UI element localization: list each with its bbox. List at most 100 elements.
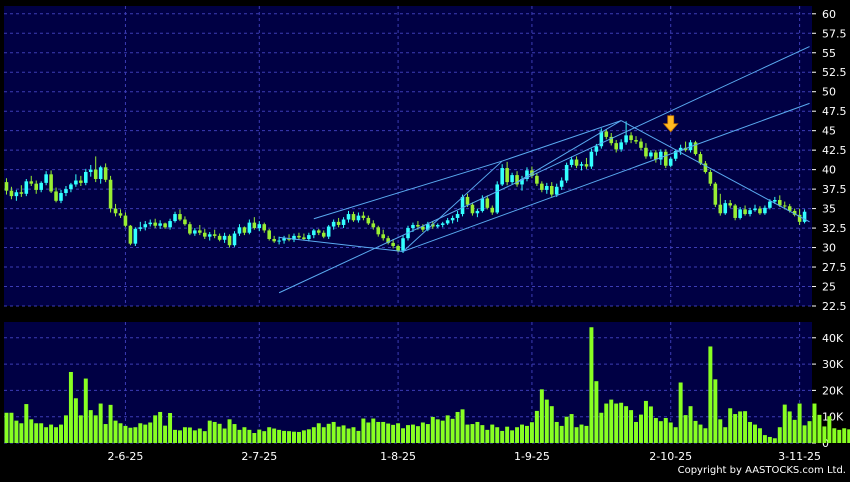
candle-body xyxy=(64,189,68,194)
candle-body xyxy=(768,201,772,208)
price-tick-label: 32.5 xyxy=(822,222,847,235)
price-tick-label: 40 xyxy=(822,164,836,177)
volume-bar xyxy=(638,414,643,443)
volume-bar xyxy=(678,382,683,443)
volume-bar xyxy=(222,428,227,443)
volume-bar xyxy=(396,423,401,443)
volume-bar xyxy=(83,378,88,443)
volume-bar xyxy=(182,427,187,443)
candle-body xyxy=(113,208,118,214)
down-arrow-marker xyxy=(662,115,679,133)
candle-body xyxy=(212,234,217,236)
volume-bar xyxy=(713,379,718,443)
volume-bar xyxy=(495,427,500,443)
volume-bar xyxy=(192,430,197,443)
price-tick-label: 27.5 xyxy=(822,261,847,274)
volume-bar xyxy=(113,420,118,443)
candle-body xyxy=(659,151,663,160)
volume-bar xyxy=(609,399,614,443)
candle-body xyxy=(267,230,271,239)
candle-body xyxy=(619,142,623,150)
volume-bar xyxy=(683,415,688,443)
candle-body xyxy=(629,135,633,141)
volume-bar xyxy=(574,427,579,443)
candle-body xyxy=(93,169,98,179)
candle-body xyxy=(4,182,9,191)
price-tick-label: 35 xyxy=(822,203,836,216)
candle-body xyxy=(366,217,371,224)
volume-bar xyxy=(460,409,465,443)
candle-body xyxy=(148,222,153,225)
volume-tick-label: 30K xyxy=(822,358,844,371)
candle-body xyxy=(470,204,475,214)
candle-body xyxy=(168,221,172,228)
candle-body xyxy=(510,175,514,183)
candle-body xyxy=(24,181,29,194)
volume-bar xyxy=(837,429,842,443)
volume-bar xyxy=(301,430,306,443)
candle-body xyxy=(321,232,326,237)
volume-bar xyxy=(658,421,663,443)
volume-bar xyxy=(326,423,331,443)
candle-body xyxy=(703,163,708,172)
candle-body xyxy=(723,203,728,214)
date-tick-label: 3-11-25 xyxy=(778,450,821,463)
candle-body xyxy=(79,180,83,183)
candle-body xyxy=(554,186,559,195)
volume-bar xyxy=(668,422,673,443)
volume-bar xyxy=(490,424,495,443)
volume-bar xyxy=(693,420,698,443)
volume-bar xyxy=(123,425,128,443)
candle-body xyxy=(193,230,197,234)
volume-bar xyxy=(832,428,837,443)
candle-body xyxy=(485,198,490,208)
candle-body xyxy=(609,136,614,144)
volume-bar xyxy=(777,427,782,443)
volume-bar xyxy=(24,404,29,443)
candle-body xyxy=(326,226,331,237)
candle-body xyxy=(237,227,242,234)
candle-body xyxy=(84,171,88,183)
volume-bar xyxy=(708,346,713,443)
volume-bar xyxy=(118,423,123,443)
candle-body xyxy=(292,235,296,240)
volume-bar xyxy=(336,426,341,443)
volume-bar xyxy=(554,421,559,443)
volume-bar xyxy=(524,425,529,443)
candle-body xyxy=(782,205,787,207)
candle-body xyxy=(515,175,519,185)
candle-body xyxy=(505,168,509,183)
volume-bar xyxy=(316,423,321,443)
volume-bar xyxy=(549,406,554,443)
volume-bar xyxy=(584,425,589,443)
candle-body xyxy=(594,146,599,152)
volume-bar xyxy=(529,422,534,443)
candle-body xyxy=(535,175,539,184)
volume-bar xyxy=(802,425,807,443)
volume-bar xyxy=(792,419,797,443)
volume-bar xyxy=(688,406,693,443)
volume-bar xyxy=(78,415,83,443)
volume-bar xyxy=(648,406,653,443)
trendline xyxy=(620,120,810,223)
candle-body xyxy=(421,226,425,230)
candle-body xyxy=(103,167,108,180)
volume-bar xyxy=(351,427,356,443)
candle-body xyxy=(654,152,658,160)
volume-bar xyxy=(386,423,391,443)
trendline xyxy=(516,120,622,183)
volume-bar xyxy=(430,416,435,443)
candle-body xyxy=(356,215,361,221)
candle-body xyxy=(460,196,465,215)
candle-body xyxy=(525,170,529,179)
price-tick-label: 60 xyxy=(822,8,836,21)
candle-body xyxy=(188,224,192,234)
candle-body xyxy=(202,232,207,237)
price-tick-label: 30 xyxy=(822,242,836,255)
volume-bar xyxy=(44,427,49,443)
volume-panel-background xyxy=(4,322,812,443)
candle-body xyxy=(54,191,58,201)
volume-bar xyxy=(376,421,381,443)
candle-body xyxy=(123,215,128,226)
